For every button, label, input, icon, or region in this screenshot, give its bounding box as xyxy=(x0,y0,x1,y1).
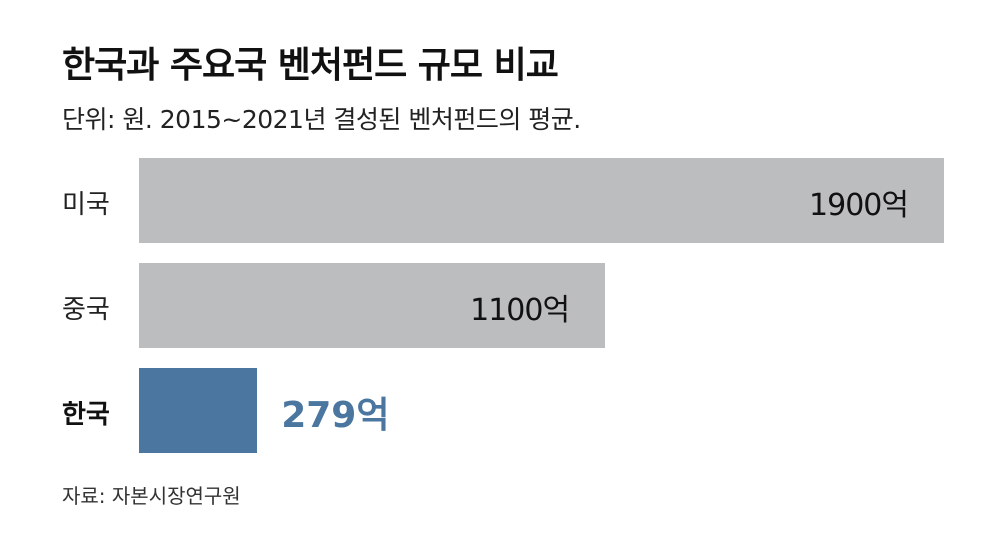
chart-title: 한국과 주요국 벤처펀드 규모 비교 xyxy=(62,45,559,86)
data-label: 1100억 xyxy=(470,293,570,328)
category-label: 한국 xyxy=(62,400,110,430)
chart-subtitle: 단위: 원. 2015~2021년 결성된 벤처펀드의 평균. xyxy=(62,105,581,134)
bar xyxy=(139,368,258,453)
bar xyxy=(139,158,944,243)
bar xyxy=(139,263,606,348)
category-label: 중국 xyxy=(62,295,110,325)
source-note: 자료: 자본시장연구원 xyxy=(62,484,241,508)
category-label: 미국 xyxy=(62,190,110,220)
data-label: 279억 xyxy=(281,395,390,436)
data-label: 1900억 xyxy=(809,188,909,223)
